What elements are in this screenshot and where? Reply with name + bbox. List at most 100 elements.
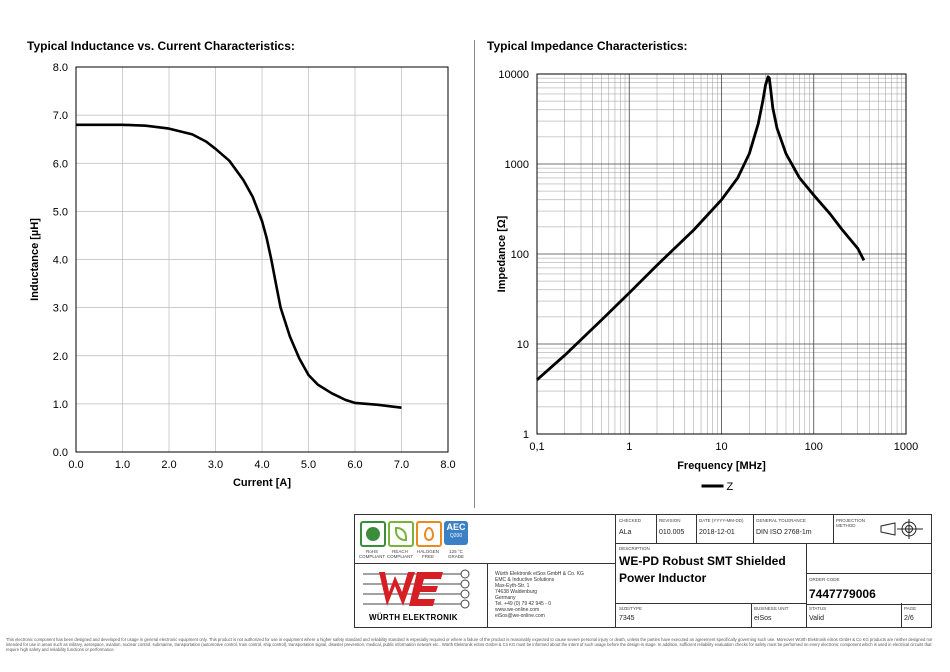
description-line1: WE-PD Robust SMT Shielded — [619, 554, 786, 568]
tolerance-value: DIN ISO 2768-1m — [756, 529, 812, 536]
inductance-series-line — [76, 123, 402, 409]
x-tick-label: 1.0 — [115, 459, 130, 471]
we-logo-icon — [363, 569, 470, 609]
leaf-icon — [395, 527, 407, 541]
revision-label: REVISION — [659, 518, 681, 523]
globe-icon — [366, 527, 380, 541]
y-tick-label: 5.0 — [53, 206, 68, 218]
halogen-badge — [416, 521, 442, 547]
x-tick-label: 6.0 — [347, 459, 362, 471]
x-tick-label: 4.0 — [254, 459, 269, 471]
aec-title: AEC — [446, 522, 466, 532]
y-tick-label: 6.0 — [53, 158, 68, 170]
disclaimer-text: This electronic component has been desig… — [6, 637, 933, 652]
x-tick-label: 3.0 — [208, 459, 223, 471]
date-value: 2018-12-01 — [699, 529, 735, 536]
logo-text: WÜRTH ELEKTRONIK — [369, 613, 458, 622]
status-value: Valid — [809, 615, 825, 622]
x-tick-label: 2.0 — [161, 459, 176, 471]
page-cell: PAGE 2/6 — [901, 603, 931, 627]
y-tick-label: 1.0 — [53, 399, 68, 411]
projection-label: PROJECTION METHOD — [836, 518, 866, 528]
address-line: eiSos@we-online.com — [495, 613, 545, 619]
impedance-chart-title: Typical Impedance Characteristics: — [487, 39, 688, 53]
row-top: CHECKED ALa REVISION 010.005 DATE (YYYY-… — [616, 515, 931, 544]
address-line: www.we-online.com — [495, 607, 540, 613]
unit-cell: BUSINESS UNIT eiSos — [751, 603, 807, 627]
plot-frame — [75, 66, 449, 453]
projection-cell: PROJECTION METHOD — [833, 515, 931, 543]
y-tick-label: 1 — [523, 429, 529, 441]
x-tick-label: 7.0 — [394, 459, 409, 471]
y-tick-label: 0.0 — [53, 447, 68, 459]
impedance-series-line — [536, 75, 866, 381]
tolerance-cell: GENERAL TOLERANCE DIN ISO 2768-1m — [753, 515, 834, 543]
unit-value: eiSos — [754, 615, 772, 622]
order-label: ORDER CODE — [809, 577, 840, 582]
chart-divider — [474, 40, 475, 508]
y-axis-label: Impedance [Ω] — [496, 215, 508, 292]
inductance-chart-title: Typical Inductance vs. Current Character… — [27, 39, 295, 53]
revision-value: 010.005 — [659, 529, 685, 536]
y-tick-label: 8.0 — [53, 62, 68, 74]
address-line: Würth Elektronik eiSos GmbH & Co. KG — [495, 571, 584, 577]
y-tick-label: 2.0 — [53, 351, 68, 363]
checked-label: CHECKED — [619, 518, 642, 523]
badge-area: RoHS COMPLIANT REACH COMPLIANT HALOGEN F… — [355, 515, 616, 564]
address-line: Germany — [495, 595, 516, 601]
plot-frame — [536, 73, 907, 435]
y-tick-label: 7.0 — [53, 110, 68, 122]
address-line: EMC & Inductive Solutions — [495, 577, 555, 583]
size-value: 7345 — [619, 615, 635, 622]
size-label: SIZE/TYPE — [619, 606, 643, 611]
date-label: DATE (YYYY-MM-DD) — [699, 518, 744, 523]
legend-label: Z — [727, 481, 734, 493]
badge-label: REACH COMPLIANT — [386, 549, 414, 559]
address-line: Max-Eyth-Str. 1 — [495, 583, 530, 589]
page-label: PAGE — [904, 606, 917, 611]
description-line2: Power Inductor — [619, 571, 707, 585]
checked-cell: CHECKED ALa — [616, 515, 657, 543]
y-tick-label: 1000 — [505, 159, 529, 171]
title-block: RoHS COMPLIANT REACH COMPLIANT HALOGEN F… — [354, 514, 932, 628]
x-tick-label: 100 — [805, 441, 823, 453]
x-tick-label: 0,1 — [529, 441, 544, 453]
aec-badge: AEC Q200 — [444, 521, 468, 545]
x-tick-label: 5.0 — [301, 459, 316, 471]
page-value: 2/6 — [904, 615, 914, 622]
y-tick-label: 4.0 — [53, 255, 68, 267]
y-tick-label: 10 — [517, 339, 529, 351]
size-cell: SIZE/TYPE 7345 — [616, 603, 752, 627]
y-tick-label: 100 — [511, 249, 529, 261]
order-code: 7447779006 — [809, 587, 876, 601]
unit-label: BUSINESS UNIT — [754, 606, 789, 611]
inductance-chart: 0.0 1.0 2.0 3.0 4.0 5.0 6.0 7.0 8.0 0.0 1.0 2.0 3.0 4… — [29, 62, 456, 489]
company-address: Würth Elektronik eiSos GmbH & Co. KG EMC… — [495, 571, 584, 619]
projection-icon — [880, 519, 923, 539]
x-tick-label: 10 — [715, 441, 727, 453]
description-cell: DESCRIPTION WE-PD Robust SMT Shielded Po… — [616, 543, 807, 604]
flame-icon — [424, 527, 434, 541]
tolerance-label: GENERAL TOLERANCE — [756, 518, 806, 523]
x-tick-label: 8.0 — [440, 459, 455, 471]
x-axis-label: Current [A] — [233, 477, 291, 489]
checked-value: ALa — [619, 529, 632, 536]
badge-label: 125 °C GRADE — [447, 549, 464, 559]
date-cell: DATE (YYYY-MM-DD) 2018-12-01 — [696, 515, 754, 543]
address-line: 74638 Waldenburg — [495, 589, 538, 595]
status-label: STATUS — [809, 606, 827, 611]
x-tick-label: 1 — [626, 441, 632, 453]
y-tick-label: 10000 — [498, 69, 529, 81]
status-cell: STATUS Valid — [806, 603, 902, 627]
y-axis-label: Inductance [µH] — [29, 218, 41, 301]
description-label: DESCRIPTION — [619, 546, 650, 551]
x-axis-label: Frequency [MHz] — [677, 460, 766, 472]
order-cell: ORDER CODE 7447779006 — [806, 573, 931, 605]
rohs-badge — [360, 521, 386, 547]
logo-area: WÜRTH ELEKTRONIK — [355, 563, 488, 627]
address-line: Tel. +49 (0) 79 42 945 - 0 — [495, 601, 552, 607]
x-tick-label: 0.0 — [68, 459, 83, 471]
badge-label: HALOGEN FREE — [416, 549, 439, 559]
left-area-border — [615, 515, 616, 627]
